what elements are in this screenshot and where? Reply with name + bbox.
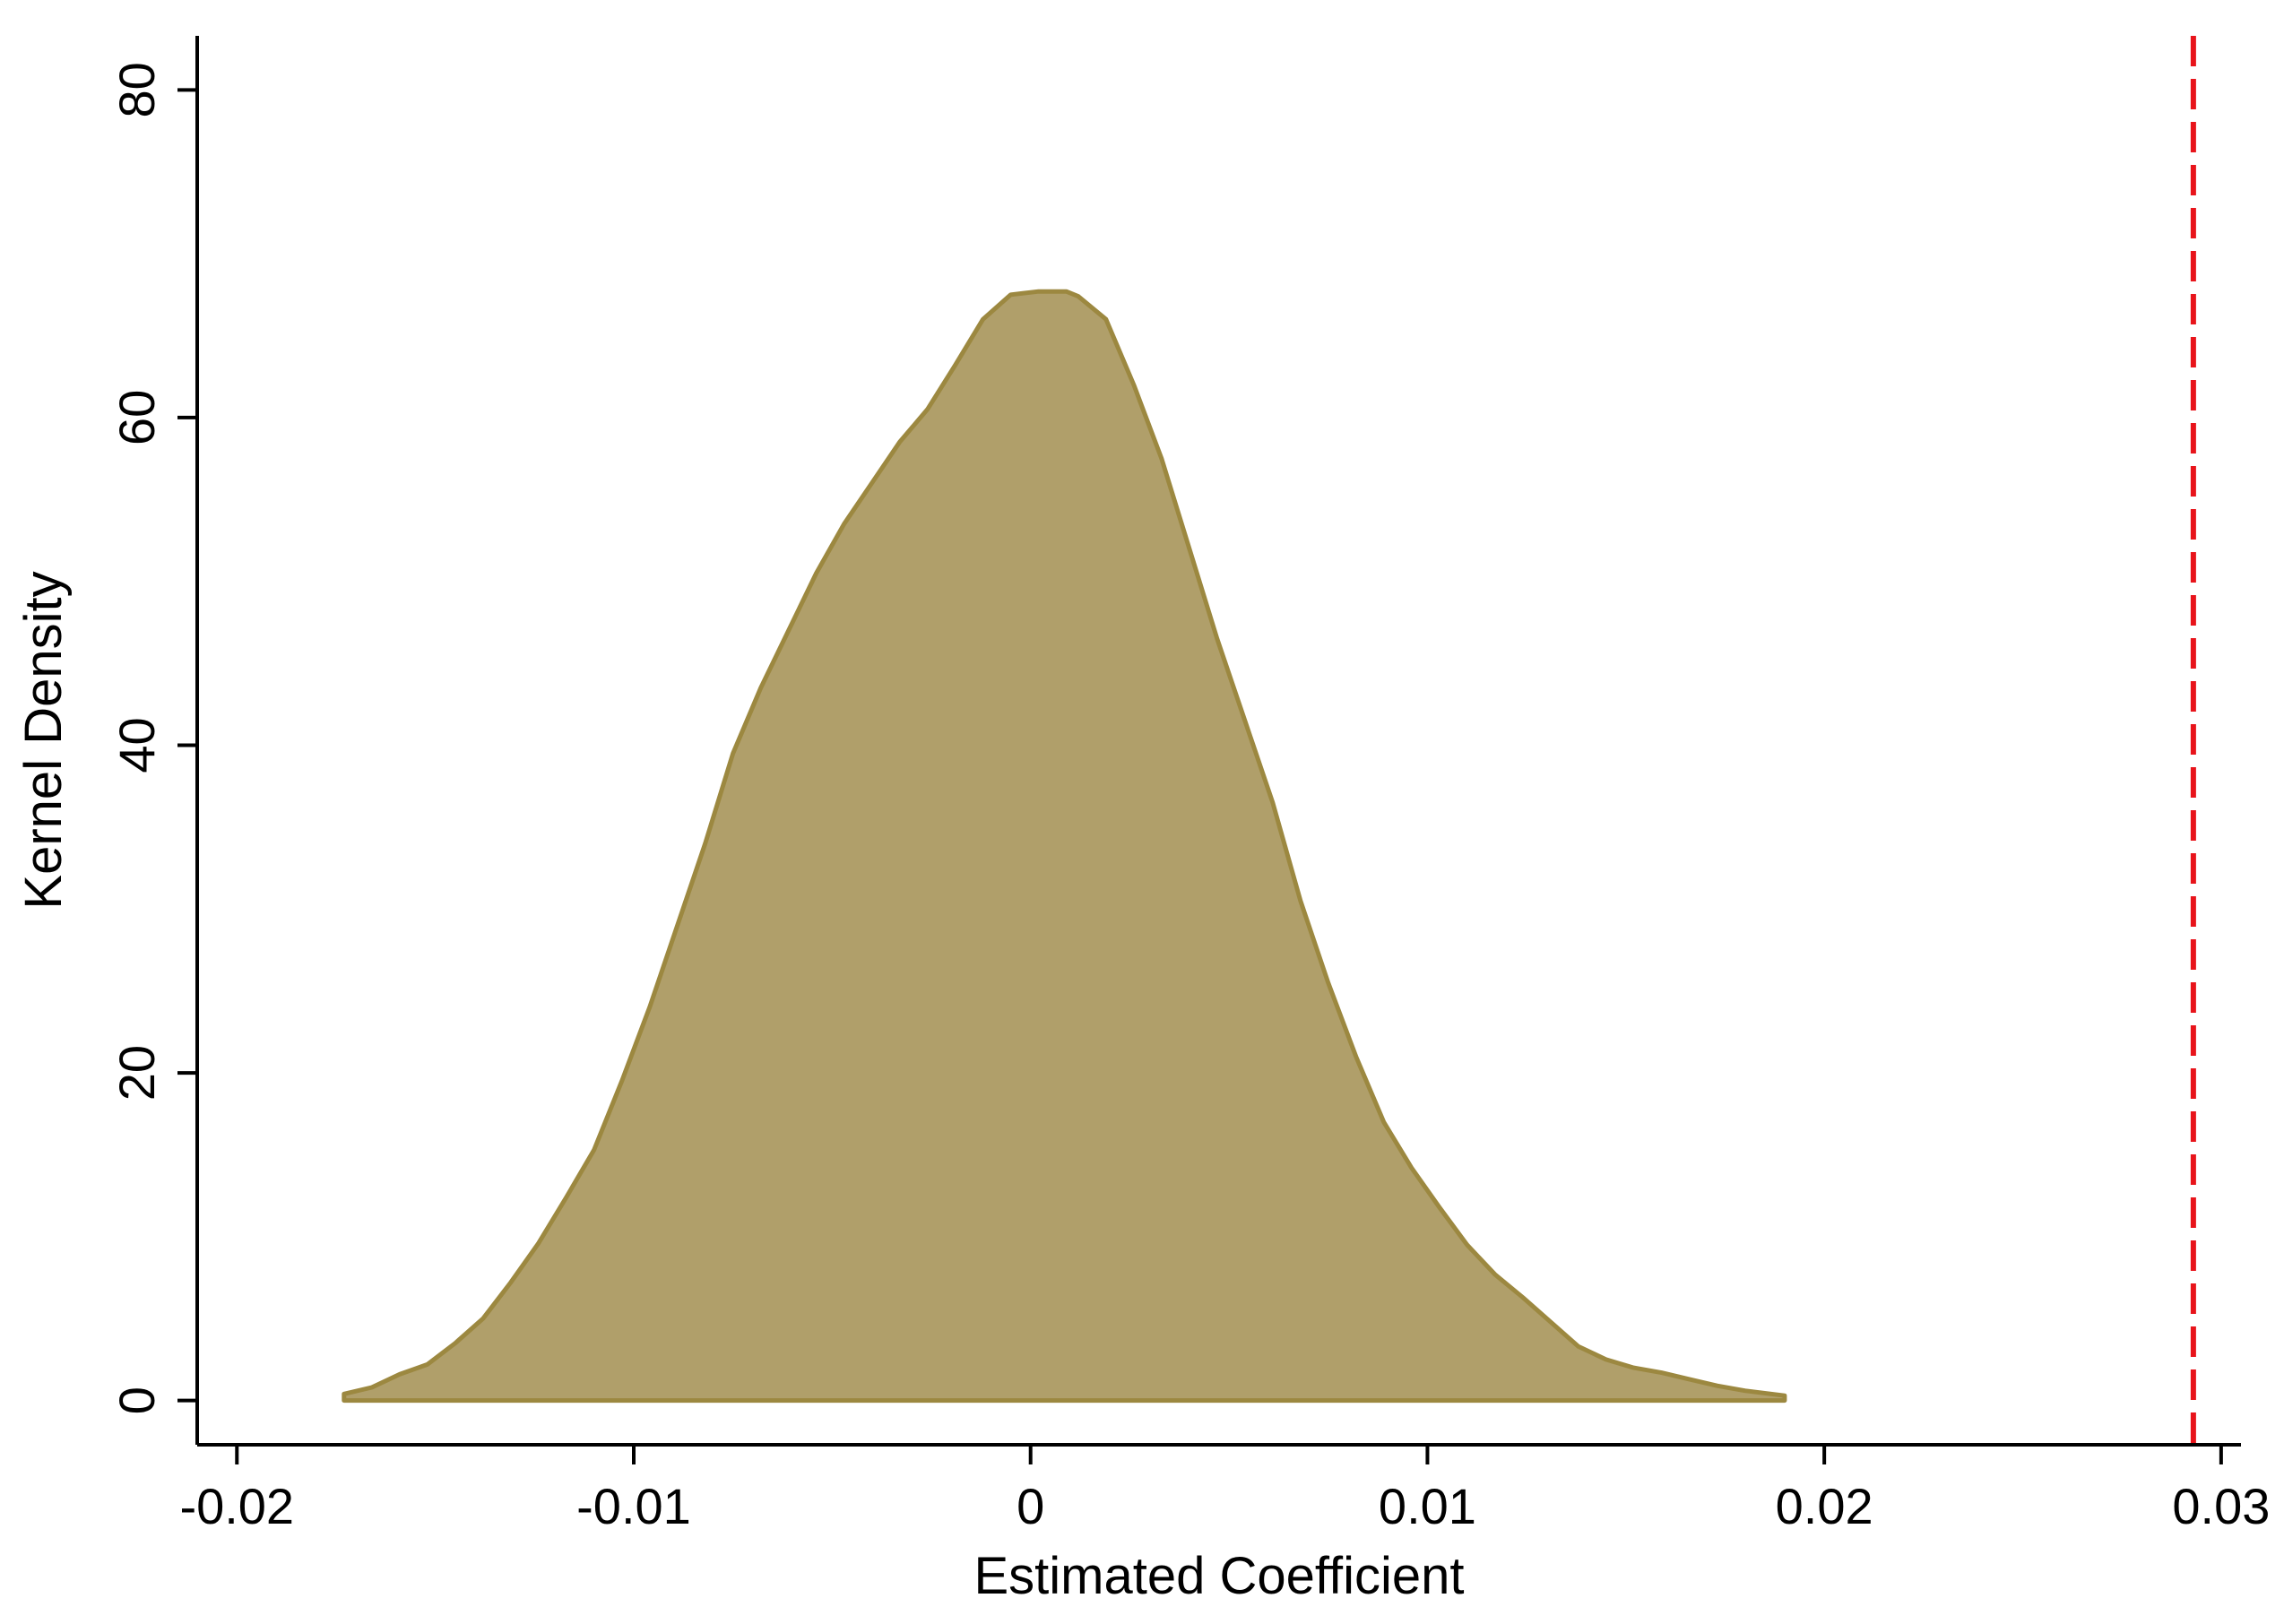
y-tick-label: 60	[108, 390, 165, 445]
x-tick-label: 0.02	[1776, 1478, 1873, 1534]
y-axis-ticks: 0 20 40 60 80	[108, 62, 197, 1414]
x-tick-label: -0.01	[576, 1478, 691, 1534]
density-area-0	[342, 289, 1787, 1404]
plot-area	[342, 36, 2196, 1445]
x-axis-ticks: -0.02 -0.01 0 0.01 0.02 0.03	[179, 1445, 2270, 1534]
y-tick-label: 0	[108, 1386, 165, 1414]
x-tick-label: 0.03	[2172, 1478, 2270, 1534]
axes	[195, 36, 2241, 1447]
x-tick-label: 0.01	[1379, 1478, 1476, 1534]
x-axis-title: Estimated Coefficient	[974, 1547, 1465, 1605]
y-tick-label: 20	[108, 1045, 165, 1101]
x-tick-label: -0.02	[179, 1478, 294, 1534]
y-tick-label: 80	[108, 62, 165, 117]
y-axis-title: Kernel Density	[14, 571, 73, 909]
y-tick-label: 40	[108, 717, 165, 773]
x-tick-label: 0	[1017, 1478, 1044, 1534]
